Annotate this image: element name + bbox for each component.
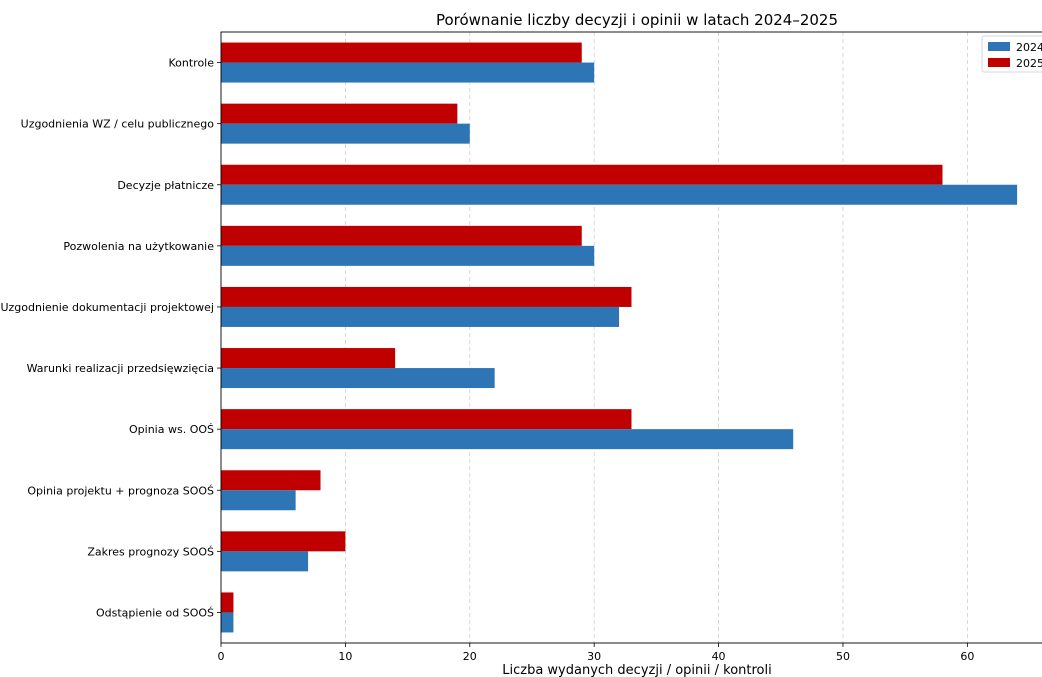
bar-2025 xyxy=(221,103,458,124)
bar-2024 xyxy=(221,368,495,389)
y-tick-label: Kontrole xyxy=(168,57,214,70)
bar-2024 xyxy=(221,306,620,327)
legend-label-2024: 2024 xyxy=(1016,41,1042,54)
bar-2024 xyxy=(221,245,595,266)
plot-frame xyxy=(220,31,1042,644)
legend: 2024 2025 xyxy=(981,35,1042,73)
bar-2024 xyxy=(221,62,595,83)
bar-2025 xyxy=(221,592,234,613)
bar-2025 xyxy=(221,348,396,369)
bar-2025 xyxy=(221,225,582,246)
bar-2024 xyxy=(221,490,296,511)
y-tick-label: Opinia ws. OOŚ xyxy=(129,423,214,436)
bar-2025 xyxy=(221,164,943,185)
x-tick-label: 20 xyxy=(463,650,477,663)
bar-2025 xyxy=(221,409,632,430)
bars xyxy=(221,42,1018,633)
axes: 0 10 20 30 40 50 60 Kontrole Uzgodnienia WZ / ce… xyxy=(0,31,1042,663)
y-tick-label: Uzgodnienie dokumentacji projektowej xyxy=(0,301,214,314)
x-axis-title: Liczba wydanych decyzji / opinii / kontr… xyxy=(502,663,771,677)
x-tick-label: 40 xyxy=(712,650,726,663)
y-tick-label: Warunki realizacji przedsięwzięcia xyxy=(27,362,214,375)
y-tick-label: Zakres prognozy SOOŚ xyxy=(87,545,214,558)
legend-swatch-2025 xyxy=(988,58,1010,67)
y-tick-label: Decyzje płatnicze xyxy=(117,179,214,192)
x-tick-label: 50 xyxy=(836,650,850,663)
bar-2025 xyxy=(221,470,321,491)
legend-label-2025: 2025 xyxy=(1016,57,1042,70)
bar-2024 xyxy=(221,184,1018,205)
bar-2025 xyxy=(221,531,346,552)
y-tick-label: Opinia projektu + prognoza SOOŚ xyxy=(27,484,214,497)
bar-2024 xyxy=(221,551,309,572)
x-tick-label: 30 xyxy=(587,650,601,663)
chart-title: Porównanie liczby decyzji i opinii w lat… xyxy=(436,11,838,29)
x-tick-label: 0 xyxy=(218,650,225,663)
bar-2024 xyxy=(221,612,234,633)
bar-2025 xyxy=(221,286,632,307)
legend-swatch-2024 xyxy=(988,42,1010,51)
y-tick-label: Pozwolenia na użytkowanie xyxy=(63,240,214,253)
bar-2025 xyxy=(221,42,582,63)
bar-2024 xyxy=(221,429,794,450)
bar-2024 xyxy=(221,123,470,144)
y-tick-label: Odstąpienie od SOOŚ xyxy=(96,606,214,619)
x-tick-label: 10 xyxy=(338,650,352,663)
x-tick-label: 60 xyxy=(960,650,974,663)
y-tick-label: Uzgodnienia WZ / celu publicznego xyxy=(21,118,215,131)
